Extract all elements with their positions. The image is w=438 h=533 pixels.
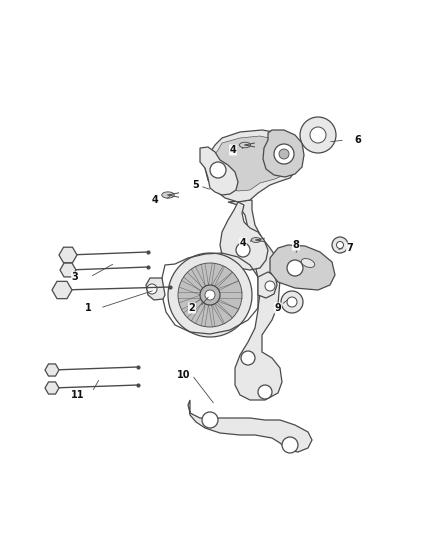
Circle shape	[205, 290, 215, 300]
Text: 3: 3	[72, 272, 78, 282]
Polygon shape	[60, 263, 76, 277]
Polygon shape	[212, 136, 292, 191]
Circle shape	[332, 237, 348, 253]
Text: 9: 9	[275, 303, 281, 313]
Polygon shape	[258, 272, 277, 298]
Circle shape	[258, 385, 272, 399]
Polygon shape	[162, 192, 174, 198]
Polygon shape	[200, 147, 238, 195]
Text: 1: 1	[85, 303, 92, 313]
Circle shape	[210, 162, 226, 178]
Circle shape	[147, 284, 157, 294]
Circle shape	[281, 291, 303, 313]
Polygon shape	[52, 281, 72, 298]
Circle shape	[300, 117, 336, 153]
Polygon shape	[240, 142, 251, 148]
Polygon shape	[205, 130, 300, 202]
Text: 6: 6	[355, 135, 361, 145]
Text: 8: 8	[293, 240, 300, 250]
Circle shape	[336, 241, 343, 248]
Polygon shape	[146, 278, 165, 300]
Ellipse shape	[301, 259, 315, 268]
Circle shape	[178, 263, 242, 327]
Polygon shape	[270, 245, 335, 290]
Polygon shape	[188, 400, 312, 452]
Circle shape	[274, 144, 294, 164]
Polygon shape	[45, 382, 59, 394]
Polygon shape	[220, 202, 268, 270]
Circle shape	[202, 412, 218, 428]
Polygon shape	[251, 238, 261, 243]
Text: 5: 5	[193, 180, 199, 190]
Circle shape	[236, 243, 250, 257]
Polygon shape	[228, 200, 282, 400]
Polygon shape	[59, 247, 77, 263]
Circle shape	[287, 260, 303, 276]
Circle shape	[241, 351, 255, 365]
Circle shape	[282, 437, 298, 453]
Text: 4: 4	[230, 145, 237, 155]
Text: 2: 2	[189, 303, 195, 313]
Text: 4: 4	[152, 195, 159, 205]
Text: 10: 10	[177, 370, 191, 380]
Circle shape	[287, 297, 297, 307]
Polygon shape	[45, 364, 59, 376]
Text: 7: 7	[346, 243, 353, 253]
Circle shape	[265, 281, 275, 291]
Circle shape	[279, 149, 289, 159]
Circle shape	[168, 253, 252, 337]
Circle shape	[310, 127, 326, 143]
Text: 4: 4	[240, 238, 246, 248]
Circle shape	[200, 285, 220, 305]
Text: 11: 11	[71, 390, 85, 400]
Polygon shape	[263, 130, 304, 177]
